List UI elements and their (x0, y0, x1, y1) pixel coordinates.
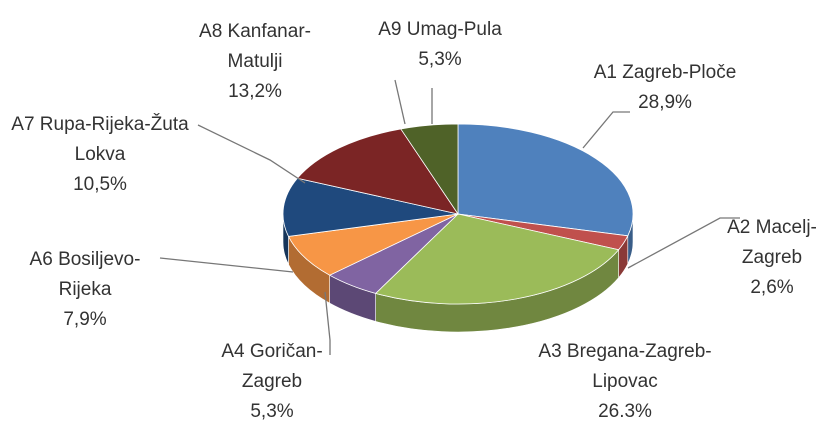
value-label: 7,9% (63, 309, 107, 330)
leader-line (324, 291, 331, 355)
leader-line (159, 257, 294, 273)
slice-name: A4 Goričan-Zagreb (221, 341, 323, 392)
slice-name: A9 Umag-Pula (378, 19, 502, 40)
slice-label: A6 Bosiljevo-Rijeka 7,9% (10, 245, 160, 335)
slice (374, 213, 620, 305)
pie-group (282, 123, 634, 333)
slice-name: A2 Macelj-Zagreb (727, 217, 817, 268)
slice-name: A3 Bregana-Zagreb-Lipovac (538, 341, 712, 392)
leader-lines (159, 79, 740, 355)
slice-label: A2 Macelj-Zagreb 2,6% (717, 213, 827, 303)
slice-label: A4 Goričan-Zagreb 5,3% (212, 337, 332, 427)
value-label: 28,9% (638, 92, 692, 113)
slice-label: A9 Umag-Pula 5,3% (340, 15, 540, 75)
value-label: 2,6% (750, 277, 794, 298)
slice-label: A3 Bregana-Zagreb-Lipovac 26.3% (535, 337, 715, 427)
value-label: 5,3% (250, 401, 294, 422)
slice (457, 123, 634, 237)
leader-line (627, 217, 740, 269)
value-label: 10,5% (73, 174, 127, 195)
slice-name: A1 Zagreb-Ploče (593, 62, 737, 83)
slice (400, 123, 459, 216)
slice-label: A8 Kanfanar-Matulji 13,2% (180, 17, 330, 107)
slice-name: A7 Rupa-Rijeka-Žuta Lokva (11, 114, 189, 165)
slice (282, 177, 459, 237)
value-label: 13,2% (228, 81, 282, 102)
leader-line (197, 124, 306, 184)
slice-name: A8 Kanfanar-Matulji (199, 21, 311, 72)
leader-line (394, 79, 406, 125)
value-label: 26.3% (598, 401, 652, 422)
value-label: 5,3% (418, 49, 462, 70)
slice (296, 128, 459, 215)
slice-label: A7 Rupa-Rijeka-Žuta Lokva 10,5% (0, 110, 200, 200)
leader-line (582, 111, 630, 149)
slice-label: A1 Zagreb-Ploče 28,9% (555, 58, 775, 118)
slice-name: A6 Bosiljevo-Rijeka (29, 249, 141, 300)
